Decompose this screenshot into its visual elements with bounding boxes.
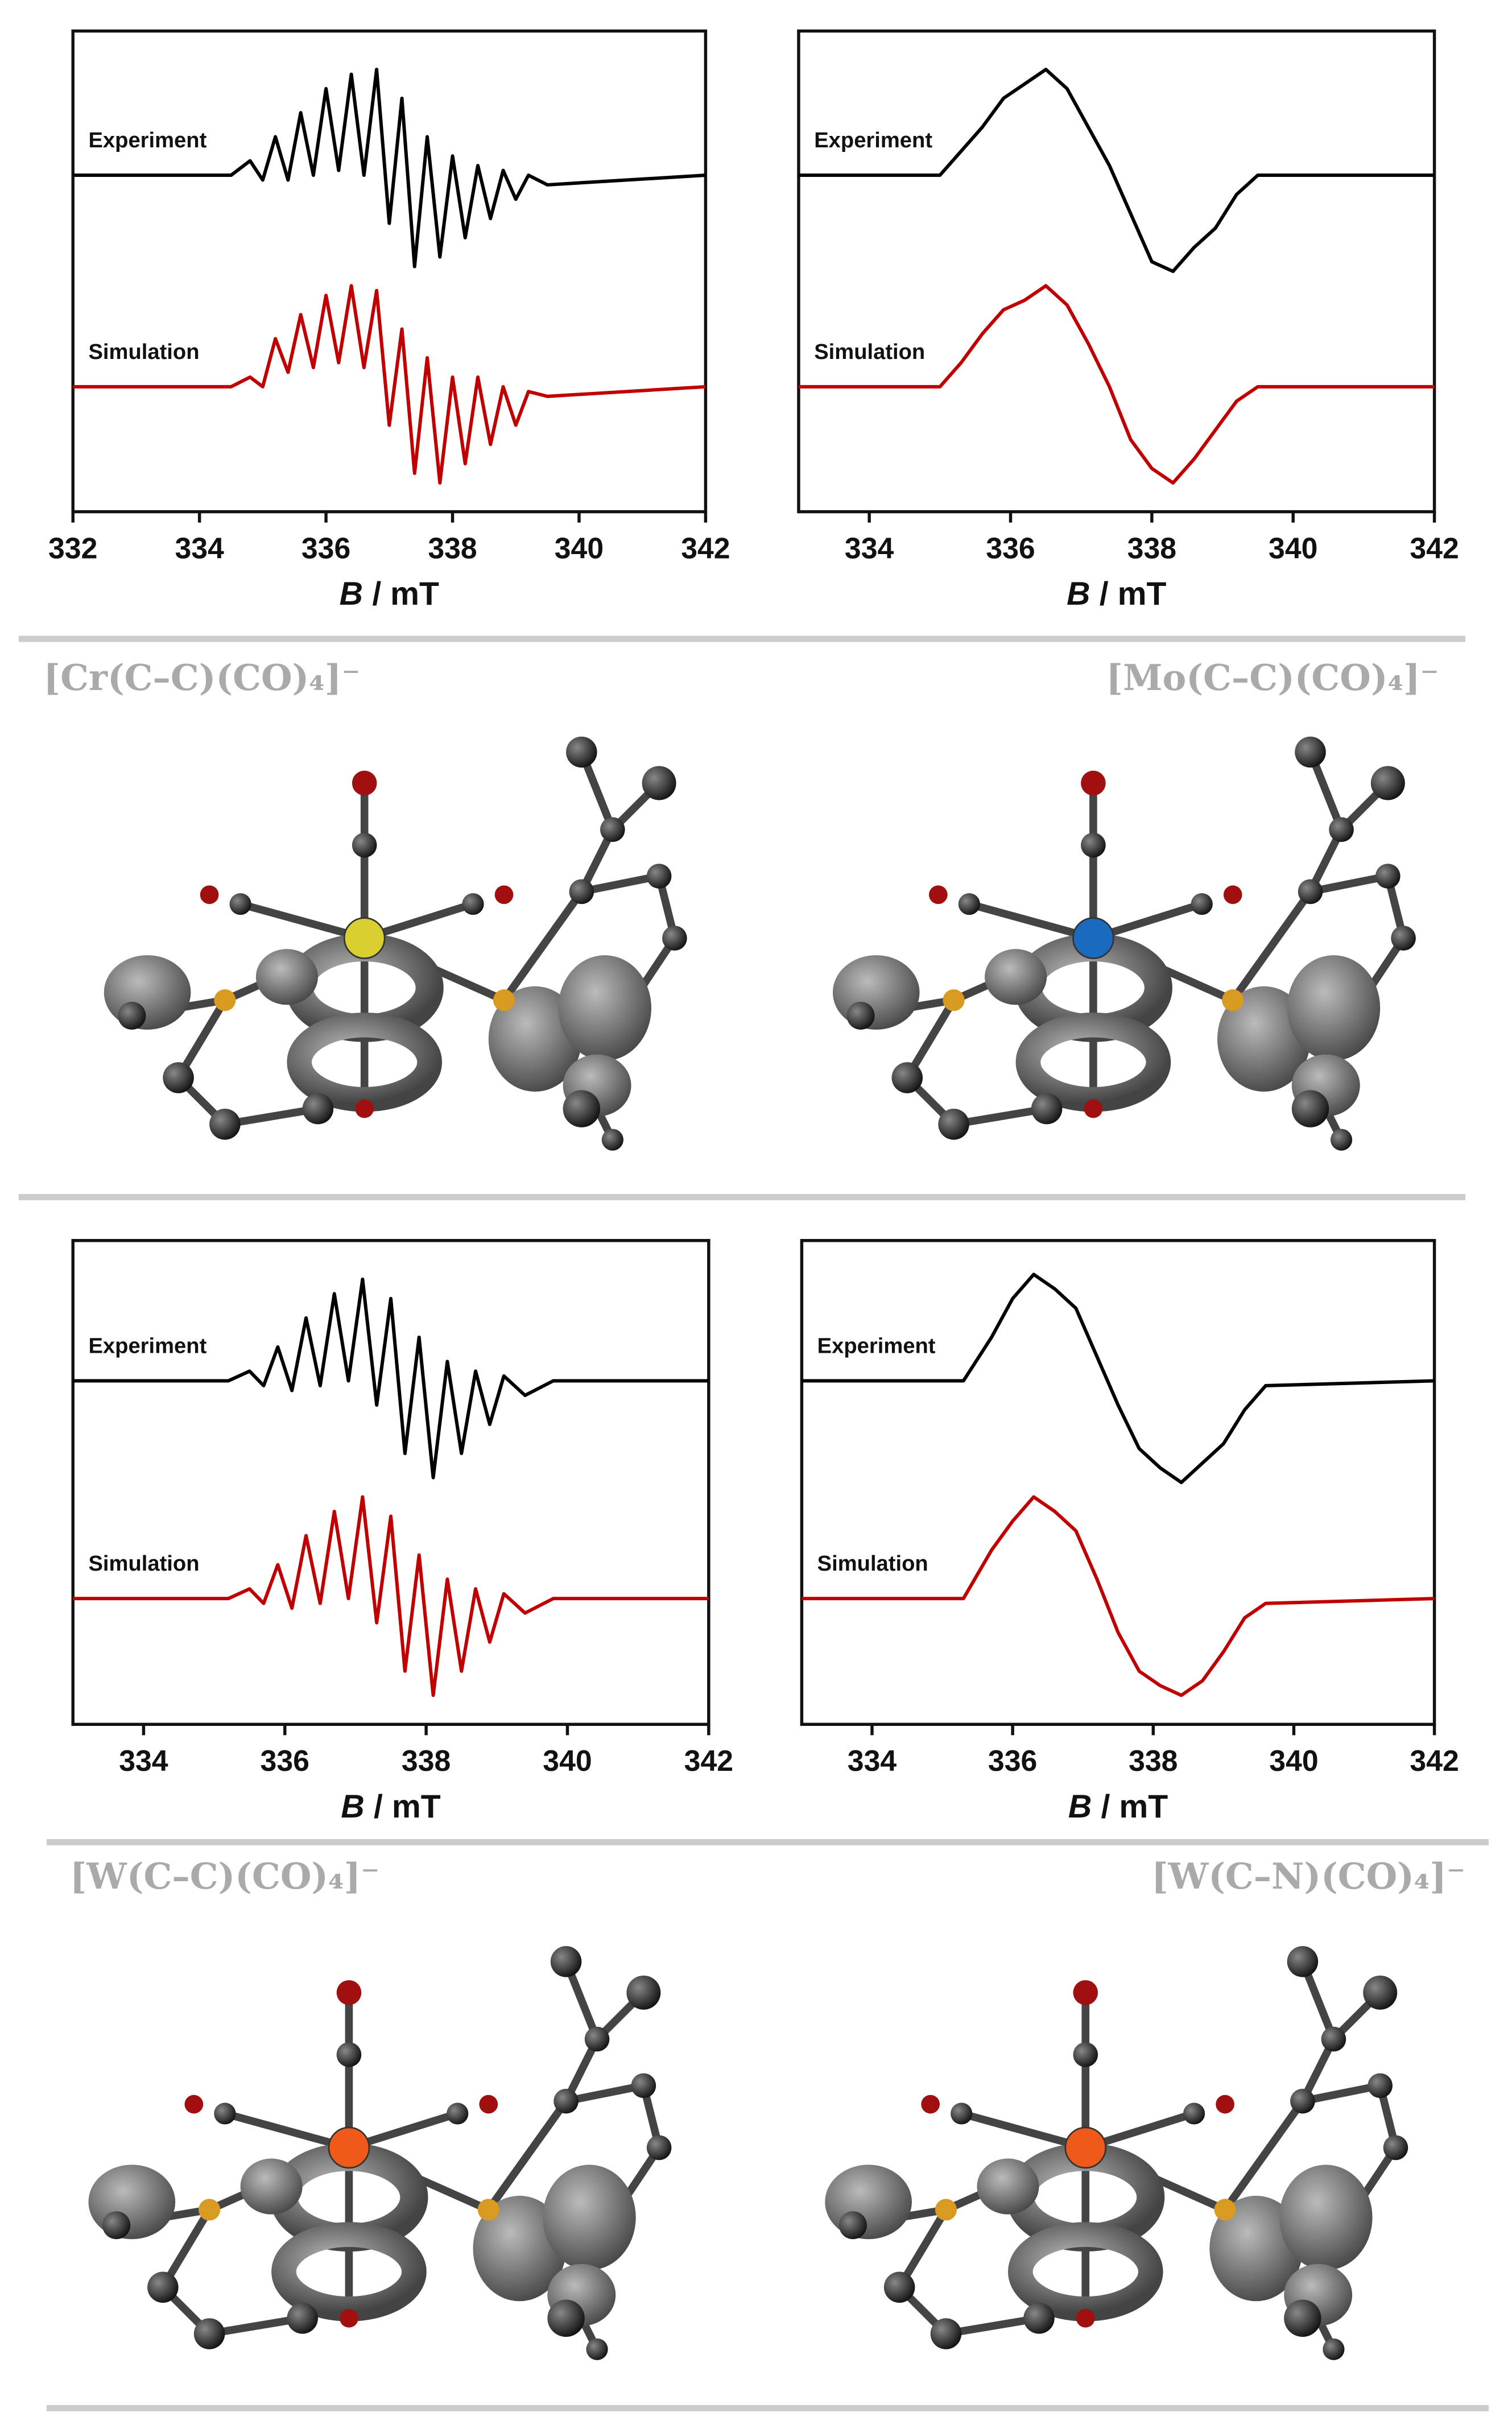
x-tick-label: 340 — [1269, 1744, 1318, 1777]
series-label: Simulation — [88, 1551, 199, 1576]
compound-label: [Cr(C–C)(CO)₄]⁻ — [43, 656, 360, 699]
x-axis-label: B / mT — [341, 1788, 440, 1825]
structure-cr — [104, 737, 687, 1151]
x-tick-label: 336 — [261, 1744, 309, 1777]
plot-frame — [797, 29, 1436, 514]
x-tick-label: 336 — [301, 531, 350, 564]
x-tick-label: 342 — [1410, 1744, 1459, 1777]
series-line — [73, 284, 706, 485]
series-line — [802, 1273, 1435, 1484]
x-tick-label: 338 — [1127, 531, 1176, 564]
series-label: Experiment — [817, 1333, 936, 1358]
x-tick-label: 336 — [986, 531, 1035, 564]
separators — [18, 635, 1489, 2411]
x-tick-label: 342 — [1410, 531, 1459, 564]
series-line — [73, 1495, 709, 1697]
compound-label: [W(C–N)(CO)₄]⁻ — [1151, 1855, 1465, 1897]
series-line — [73, 68, 706, 269]
x-tick-label: 334 — [175, 531, 224, 564]
series-label: Simulation — [817, 1551, 928, 1576]
series-label: Experiment — [88, 1333, 206, 1358]
x-tick-label: 334 — [119, 1744, 168, 1777]
x-tick-label: 334 — [845, 531, 894, 564]
compound-label: [W(C–C)(CO)₄]⁻ — [70, 1855, 380, 1897]
series-label: Experiment — [88, 128, 206, 152]
series-line — [798, 284, 1435, 485]
x-tick-label: 334 — [848, 1744, 897, 1777]
x-tick-label: 342 — [681, 531, 730, 564]
x-axis-unit: / mT — [374, 1788, 441, 1825]
plot-frame — [800, 1239, 1436, 1726]
structure-mo — [833, 737, 1416, 1151]
epr-panel: 334 336 338 340 342 B / mT Experiment Simulation… — [800, 1239, 1465, 1897]
x-tick-label: 340 — [543, 1744, 592, 1777]
x-tick-label: 342 — [684, 1744, 733, 1777]
x-tick-label: 332 — [48, 531, 97, 564]
structure-w-cn — [825, 1946, 1408, 2360]
epr-panel: 332 334 336 338 340 342 B / mT Experiment Simulat… — [43, 29, 730, 699]
compound-label: [Mo(C–C)(CO)₄]⁻ — [1106, 656, 1439, 699]
x-axis-unit: / mT — [1100, 576, 1167, 612]
x-axis-unit: / mT — [372, 576, 439, 612]
x-tick-label: 340 — [555, 531, 604, 564]
series-label: Experiment — [814, 128, 932, 152]
series-line — [798, 68, 1435, 274]
structure-w-cc — [88, 1946, 671, 2360]
x-tick-label: 336 — [988, 1744, 1037, 1777]
series-label: Simulation — [814, 340, 925, 364]
series-line — [802, 1495, 1435, 1697]
x-axis-label: B / mT — [1067, 576, 1166, 612]
epr-panel: 334 336 338 340 342 B / mT Experiment Simulation… — [70, 1239, 733, 1897]
x-tick-label: 340 — [1269, 531, 1317, 564]
x-tick-label: 338 — [402, 1744, 451, 1777]
x-axis-label: B / mT — [340, 576, 439, 612]
series-line — [73, 1277, 709, 1480]
x-tick-label: 338 — [1129, 1744, 1178, 1777]
epr-panel: 334 336 338 340 342 B / mT Experiment Simulation… — [797, 29, 1459, 699]
x-axis-symbol: B — [340, 576, 363, 612]
plot-frame — [71, 1239, 710, 1726]
x-tick-label: 338 — [428, 531, 477, 564]
x-axis-symbol: B — [341, 1788, 364, 1825]
x-axis-symbol: B — [1068, 1788, 1092, 1825]
plot-frame — [71, 29, 708, 514]
x-axis-symbol: B — [1067, 576, 1090, 612]
x-axis-unit: / mT — [1101, 1788, 1168, 1825]
series-label: Simulation — [88, 340, 199, 364]
x-axis-label: B / mT — [1068, 1788, 1168, 1825]
